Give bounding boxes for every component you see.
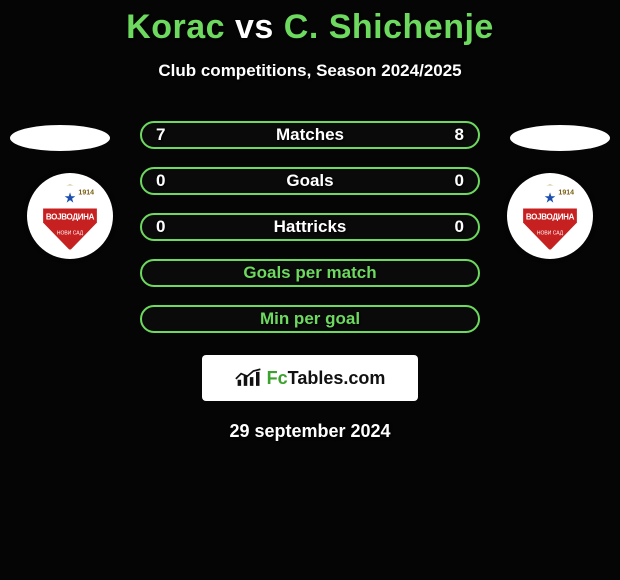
snapshot-date: 29 september 2024 <box>0 421 620 442</box>
crest-sub-text: НОВИ САД <box>42 230 98 236</box>
stat-label: Min per goal <box>260 309 360 329</box>
vs-text: vs <box>235 8 274 46</box>
brand-prefix: Fc <box>267 368 288 388</box>
stat-bars: 7 Matches 8 0 Goals 0 0 Hattricks 0 Goal… <box>140 121 480 333</box>
player2-club-crest: ★ 1914 ВОЈВОДИНА НОВИ САД <box>507 173 593 259</box>
player1-placeholder-ellipse <box>10 125 110 151</box>
stat-label: Goals per match <box>243 263 376 283</box>
stat-row-goals: 0 Goals 0 <box>140 167 480 195</box>
crest-main-text: ВОЈВОДИНА <box>42 212 98 221</box>
player1-club-crest: ★ 1914 ВОЈВОДИНА НОВИ САД <box>27 173 113 259</box>
crest-main-text: ВОЈВОДИНА <box>522 212 578 221</box>
crest-sub-text: НОВИ САД <box>522 230 578 236</box>
player1-name: Korac <box>126 8 225 46</box>
comparison-stage: ★ 1914 ВОЈВОДИНА НОВИ САД ★ 1914 ВОЈВОДИ… <box>0 121 620 442</box>
crest-star-icon: ★ <box>64 190 77 204</box>
stat-value-right: 8 <box>455 125 464 145</box>
crest-shape: ★ 1914 ВОЈВОДИНА НОВИ САД <box>42 184 98 250</box>
subtitle: Club competitions, Season 2024/2025 <box>0 61 620 81</box>
stat-row-min-per-goal: Min per goal <box>140 305 480 333</box>
crest-year: 1914 <box>558 189 574 196</box>
player2-placeholder-ellipse <box>510 125 610 151</box>
comparison-title: Korac vs C. Shichenje <box>0 0 620 47</box>
stat-label: Hattricks <box>274 217 347 237</box>
stat-label: Goals <box>286 171 333 191</box>
stat-value-left: 0 <box>156 217 165 237</box>
stat-value-left: 0 <box>156 171 165 191</box>
stat-row-matches: 7 Matches 8 <box>140 121 480 149</box>
stat-row-hattricks: 0 Hattricks 0 <box>140 213 480 241</box>
crest-shape: ★ 1914 ВОЈВОДИНА НОВИ САД <box>522 184 578 250</box>
stat-value-left: 7 <box>156 125 165 145</box>
stat-value-right: 0 <box>455 171 464 191</box>
crest-year: 1914 <box>78 189 94 196</box>
stat-value-right: 0 <box>455 217 464 237</box>
crest-star-icon: ★ <box>544 190 557 204</box>
player2-name: C. Shichenje <box>284 8 494 46</box>
chart-icon <box>235 367 263 389</box>
branding-badge: FcTables.com <box>202 355 418 401</box>
branding-text: FcTables.com <box>267 368 386 389</box>
brand-suffix: Tables.com <box>288 368 386 388</box>
stat-row-goals-per-match: Goals per match <box>140 259 480 287</box>
stat-label: Matches <box>276 125 344 145</box>
